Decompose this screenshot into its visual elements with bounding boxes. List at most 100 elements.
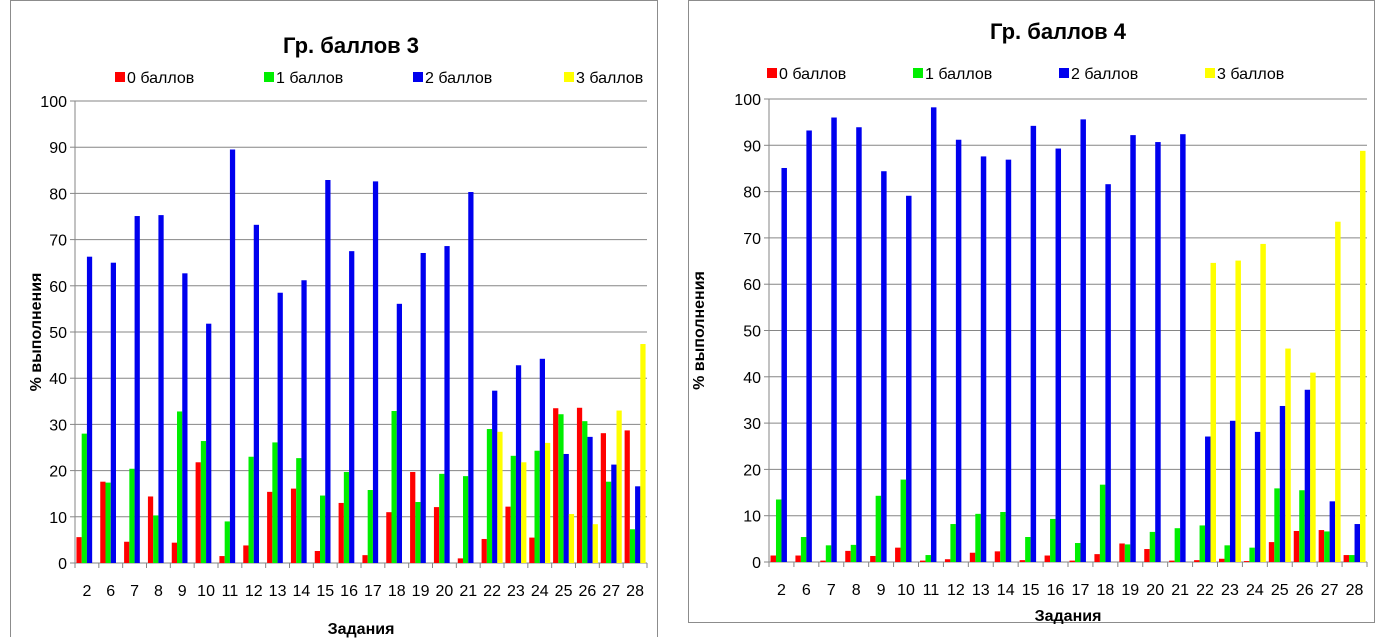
bar-2-points-task-15 [1030, 125, 1037, 562]
y-tick-label: 90 [743, 138, 761, 155]
bar-0-points-task-8 [147, 496, 154, 563]
bar-2-points-task-28 [1354, 524, 1361, 562]
bar-2-points-task-25 [563, 453, 569, 563]
x-tick-label: 19 [412, 583, 430, 600]
chart-panel-groups-4: Гр. баллов 4 0 баллов 1 баллов 2 баллов 3 ба… [688, 0, 1375, 624]
bar-1-points-task-16 [343, 471, 350, 563]
bar-3-points-task-24 [1260, 243, 1266, 562]
y-tick-label: 20 [743, 462, 761, 479]
bar-0-points-task-22 [1194, 560, 1200, 562]
x-tick-label: 6 [106, 583, 115, 600]
bar-0-points-task-13 [267, 491, 273, 563]
chart-panel-groups-3: Гр. баллов 3 0 баллов 1 баллов 2 баллов 3 ба… [10, 0, 658, 638]
bar-0-points-task-12 [944, 559, 951, 562]
x-tick-label: 10 [897, 582, 915, 599]
x-tick-label: 15 [1022, 582, 1040, 599]
bar-0-points-task-22 [481, 538, 487, 563]
bar-0-points-task-28 [1343, 555, 1350, 562]
bar-0-points-task-18 [386, 512, 392, 563]
x-tick-label: 22 [483, 583, 501, 600]
bar-1-points-task-27 [606, 481, 612, 563]
legend-swatch [1059, 68, 1069, 78]
y-axis-title: % выполнения [28, 273, 45, 392]
x-tick-label: 27 [1321, 582, 1339, 599]
bar-1-points-task-2 [81, 433, 87, 563]
bar-0-points-task-27 [1318, 530, 1325, 562]
bar-2-points-task-26 [1304, 389, 1311, 562]
x-tick-label: 23 [507, 583, 525, 600]
bar-2-points-task-16 [349, 251, 355, 563]
bar-3-points-task-24 [544, 442, 551, 563]
bar-1-points-task-9 [875, 495, 882, 562]
x-tick-label: 25 [1271, 582, 1289, 599]
x-tick-label: 28 [1346, 582, 1364, 599]
bar-1-points-task-12 [248, 456, 254, 563]
bar-2-points-task-23 [515, 365, 522, 563]
bar-0-points-task-12 [243, 545, 249, 563]
x-tick-label: 11 [222, 583, 239, 600]
bar-1-points-task-23 [1224, 545, 1230, 562]
bar-3-points-task-22 [497, 431, 503, 563]
legend-label: 0 баллов [779, 66, 846, 83]
bar-3-points-task-26 [1310, 372, 1316, 562]
bar-1-points-task-13 [975, 513, 981, 562]
y-tick-label: 30 [49, 417, 67, 434]
y-tick-label: 10 [743, 509, 761, 526]
bar-2-points-task-7 [831, 117, 837, 563]
x-axis-title: Задания [328, 621, 395, 638]
bar-2-points-task-17 [1080, 119, 1086, 562]
x-tick-label: 14 [997, 582, 1015, 599]
bar-2-points-task-22 [492, 390, 498, 563]
bar-0-points-task-17 [362, 555, 368, 563]
x-tick-label: 8 [154, 583, 163, 600]
bar-0-points-task-15 [314, 550, 321, 563]
bar-0-points-task-28 [624, 430, 630, 563]
bar-0-points-task-14 [994, 551, 1001, 562]
bar-2-points-task-22 [1205, 436, 1211, 562]
bar-0-points-task-6 [795, 555, 801, 562]
bar-1-points-task-28 [629, 529, 636, 563]
x-tick-label: 7 [827, 582, 836, 599]
bar-2-points-task-18 [1105, 184, 1111, 562]
bar-3-points-task-25 [568, 514, 575, 563]
bar-1-points-task-10 [900, 479, 907, 562]
bar-2-points-task-24 [1254, 431, 1261, 562]
bar-0-points-task-11 [219, 556, 225, 563]
bar-1-points-task-20 [1149, 531, 1156, 562]
x-tick-label: 21 [1171, 582, 1189, 599]
x-axis-title: Задания [1035, 608, 1102, 624]
bar-1-points-task-6 [105, 482, 111, 563]
bar-2-points-task-8 [856, 127, 862, 563]
bar-2-points-task-13 [277, 292, 283, 563]
bar-1-points-task-14 [1000, 511, 1006, 562]
x-tick-label: 14 [293, 583, 311, 600]
bar-2-points-task-6 [806, 130, 812, 562]
y-tick-label: 70 [743, 231, 761, 248]
bar-0-points-task-21 [1169, 560, 1175, 562]
bar-1-points-task-24 [534, 450, 540, 563]
bar-2-points-task-17 [372, 181, 379, 563]
bar-1-points-task-11 [224, 521, 230, 563]
bar-0-points-task-10 [895, 547, 901, 562]
x-tick-label: 12 [245, 583, 263, 600]
bar-1-points-task-26 [582, 421, 588, 563]
x-tick-label: 16 [340, 583, 358, 600]
bar-2-points-task-13 [980, 156, 987, 563]
y-tick-label: 20 [49, 464, 67, 481]
bar-2-points-task-20 [444, 246, 450, 563]
chart-canvas-groups-3: Гр. баллов 3 0 баллов 1 баллов 2 баллов 3 ба… [28, 33, 648, 638]
bar-0-points-task-2 [770, 555, 776, 562]
bar-2-points-task-27 [1329, 501, 1336, 562]
bar-2-points-task-11 [930, 107, 937, 563]
bar-1-points-task-8 [850, 544, 857, 562]
bar-1-points-task-13 [272, 442, 278, 563]
x-tick-label: 12 [947, 582, 965, 599]
bar-0-points-task-6 [100, 481, 106, 563]
y-tick-label: 40 [49, 371, 67, 388]
legend-label: 1 баллов [925, 66, 992, 83]
bar-2-points-task-12 [253, 224, 259, 564]
chart-title: Гр. баллов 4 [990, 19, 1127, 44]
bar-1-points-task-19 [1124, 544, 1131, 562]
legend-item: 3 баллов [564, 70, 643, 87]
x-tick-label: 20 [436, 583, 454, 600]
